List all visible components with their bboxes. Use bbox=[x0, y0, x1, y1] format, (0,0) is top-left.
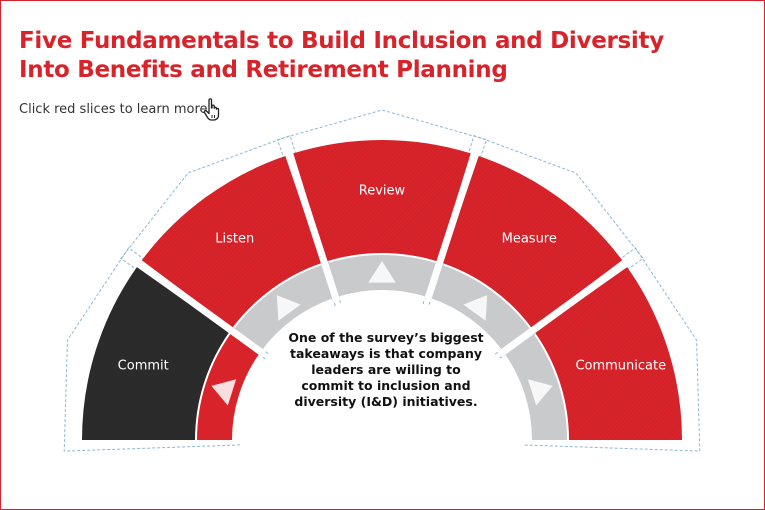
instruction-text: Click red slices to learn more bbox=[19, 102, 208, 117]
segment-measure[interactable]: Measure bbox=[442, 156, 623, 328]
segment-label-communicate: Communicate bbox=[575, 358, 666, 373]
inner-arrow-review bbox=[368, 261, 396, 283]
segment-review[interactable]: Review bbox=[293, 140, 471, 262]
center-description: One of the survey’s biggest takeaways is… bbox=[288, 330, 484, 409]
segment-commit[interactable]: Commit bbox=[82, 267, 230, 440]
inner-arrow-measure bbox=[463, 295, 488, 321]
segment-divider bbox=[284, 147, 341, 303]
segment-label-review: Review bbox=[359, 184, 406, 199]
segment-texture-commit bbox=[82, 267, 230, 440]
segment-texture-measure bbox=[442, 156, 623, 328]
segment-label-listen: Listen bbox=[215, 231, 254, 246]
segment-communicate[interactable]: Communicate bbox=[534, 267, 682, 440]
page-title: Five Fundamentals to Build Inclusion and… bbox=[19, 28, 664, 83]
segment-label-commit: Commit bbox=[118, 358, 169, 373]
segment-divider bbox=[132, 257, 266, 358]
segment-label-measure: Measure bbox=[502, 231, 557, 246]
segment-texture-review bbox=[293, 140, 471, 262]
inner-arrow-listen bbox=[276, 295, 301, 321]
segment-divider bbox=[498, 257, 632, 358]
segment-divider bbox=[423, 147, 480, 303]
pointer-hand-icon bbox=[203, 98, 220, 121]
inner-arrow-communicate bbox=[527, 379, 553, 406]
inner-arrow-commit bbox=[211, 379, 237, 406]
segment-texture-listen bbox=[141, 156, 322, 328]
segment-texture-communicate bbox=[534, 267, 682, 440]
segment-listen[interactable]: Listen bbox=[141, 156, 322, 328]
